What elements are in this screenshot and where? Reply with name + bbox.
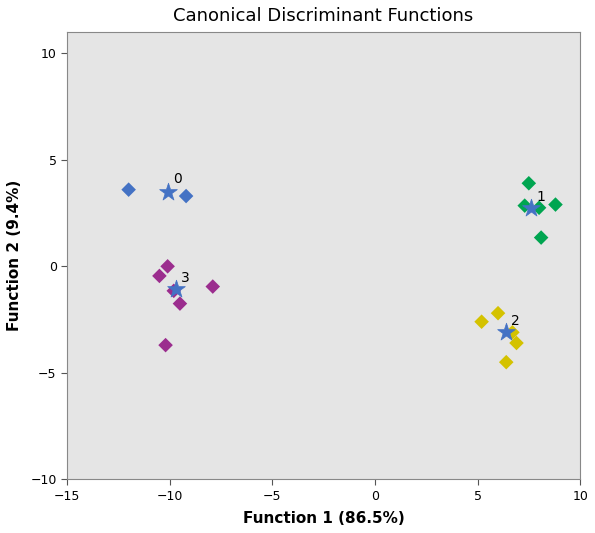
Point — [181, 192, 191, 200]
Point — [508, 328, 517, 337]
Point — [163, 188, 173, 196]
Title: Canonical Discriminant Functions: Canonical Discriminant Functions — [174, 7, 474, 25]
Point — [512, 339, 521, 348]
Y-axis label: Function 2 (9.4%): Function 2 (9.4%) — [7, 180, 22, 332]
Text: 0: 0 — [173, 173, 181, 187]
Point — [163, 262, 173, 271]
Point — [502, 328, 511, 337]
Text: 1: 1 — [536, 190, 545, 204]
Point — [524, 179, 534, 188]
Point — [526, 204, 536, 212]
Point — [534, 204, 544, 212]
X-axis label: Function 1 (86.5%): Function 1 (86.5%) — [243, 511, 405, 526]
Point — [520, 201, 530, 210]
Point — [124, 185, 133, 194]
Point — [161, 341, 170, 350]
Point — [536, 233, 546, 242]
Point — [175, 300, 184, 308]
Point — [169, 287, 178, 295]
Text: 3: 3 — [181, 271, 190, 286]
Point — [171, 285, 181, 293]
Point — [502, 358, 511, 366]
Point — [551, 200, 560, 209]
Point — [493, 309, 503, 318]
Point — [208, 282, 218, 291]
Point — [155, 272, 164, 280]
Point — [477, 318, 486, 326]
Text: 2: 2 — [511, 314, 520, 328]
